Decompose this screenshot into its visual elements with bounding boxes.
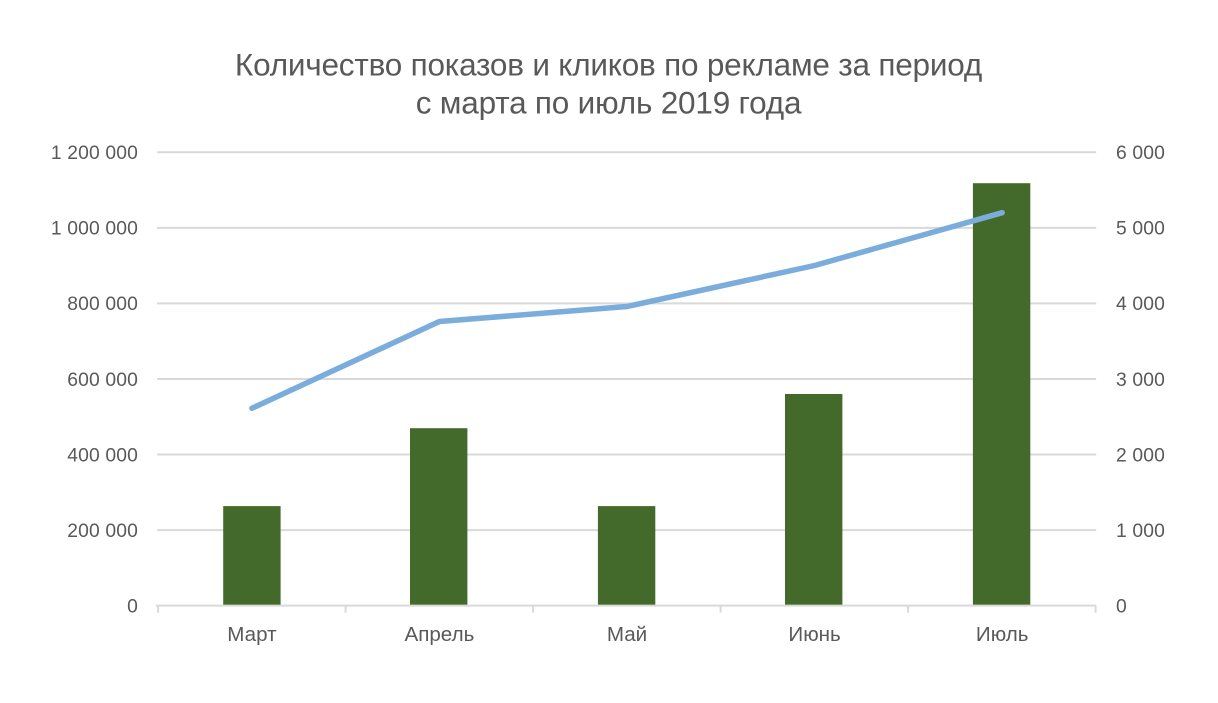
svg-text:1 000: 1 000 [1116, 521, 1165, 542]
svg-text:Июнь: Июнь [788, 623, 840, 646]
svg-text:6 000: 6 000 [1116, 143, 1165, 164]
svg-text:2 000: 2 000 [1116, 445, 1165, 466]
svg-text:1 000 000: 1 000 000 [51, 219, 138, 240]
svg-text:4 000: 4 000 [1116, 294, 1165, 315]
svg-text:0: 0 [1116, 596, 1127, 617]
svg-text:Июль: Июль [976, 623, 1029, 646]
svg-text:Апрель: Апрель [404, 623, 474, 646]
svg-text:400 000: 400 000 [67, 445, 138, 466]
svg-text:Март: Март [227, 623, 277, 646]
svg-text:0: 0 [127, 596, 138, 617]
svg-text:1 200 000: 1 200 000 [51, 143, 138, 164]
svg-text:600 000: 600 000 [67, 370, 138, 391]
svg-text:800 000: 800 000 [67, 294, 138, 315]
svg-text:Май: Май [607, 623, 647, 646]
svg-text:Количество показов и кликов по: Количество показов и кликов по рекламе з… [235, 47, 982, 83]
svg-text:с марта по июль 2019 года: с марта по июль 2019 года [416, 85, 802, 121]
svg-text:200 000: 200 000 [67, 521, 138, 542]
svg-text:3 000: 3 000 [1116, 370, 1165, 391]
svg-text:5 000: 5 000 [1116, 219, 1165, 240]
